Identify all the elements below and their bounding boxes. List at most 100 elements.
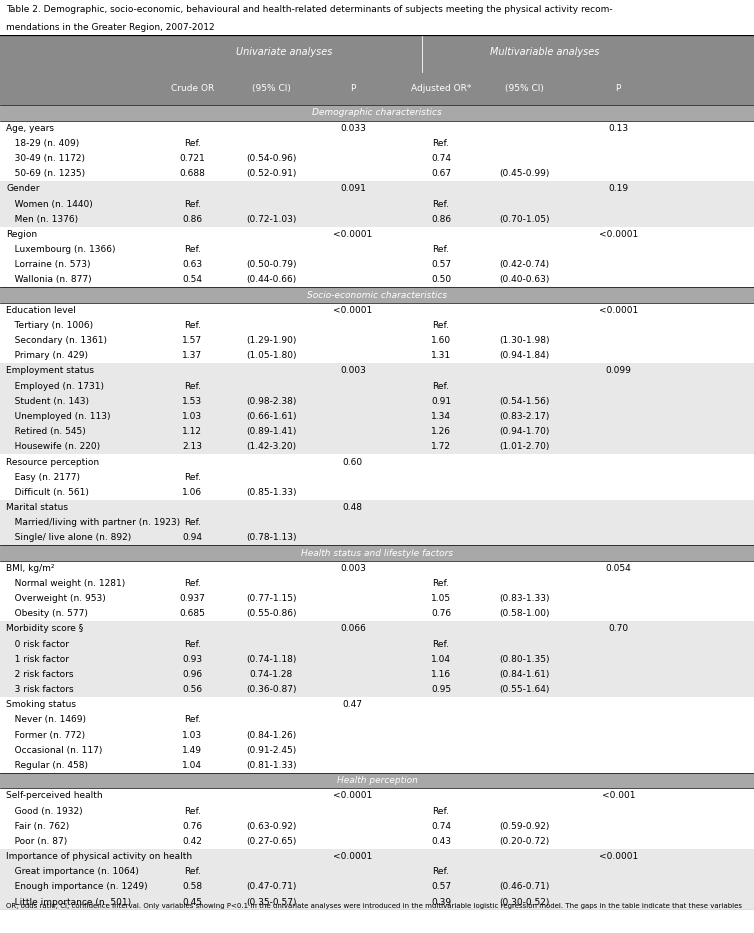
- Text: 0.066: 0.066: [340, 624, 366, 634]
- Text: 0.033: 0.033: [340, 124, 366, 132]
- Text: 0.003: 0.003: [340, 367, 366, 375]
- Bar: [0, 788, 754, 803]
- Text: 0.688: 0.688: [179, 169, 205, 178]
- Bar: [0, 803, 754, 818]
- Text: Smoking status: Smoking status: [6, 701, 76, 709]
- Text: Crude OR: Crude OR: [170, 84, 214, 93]
- Text: (0.55-0.86): (0.55-0.86): [247, 609, 296, 619]
- Bar: [0, 485, 754, 500]
- Text: Ref.: Ref.: [184, 806, 201, 815]
- Bar: [0, 318, 754, 333]
- Text: Univariate analyses: Univariate analyses: [236, 47, 332, 57]
- Bar: [0, 151, 754, 166]
- Text: 0.54: 0.54: [182, 275, 202, 285]
- Text: Education level: Education level: [6, 306, 76, 314]
- Text: Ref.: Ref.: [184, 139, 201, 147]
- Text: (0.63-0.92): (0.63-0.92): [247, 822, 296, 830]
- Text: (0.54-1.56): (0.54-1.56): [499, 397, 549, 406]
- Bar: [0, 105, 754, 120]
- Text: 0.70: 0.70: [608, 624, 628, 634]
- Bar: [0, 348, 754, 363]
- Text: (0.77-1.15): (0.77-1.15): [247, 594, 296, 603]
- Text: Secondary (n. 1361): Secondary (n. 1361): [6, 336, 107, 345]
- Text: <0.0001: <0.0001: [599, 852, 638, 861]
- Text: 1.72: 1.72: [431, 442, 451, 452]
- Text: Adjusted OR*: Adjusted OR*: [411, 84, 471, 93]
- Text: Self-perceived health: Self-perceived health: [6, 791, 103, 801]
- Text: Regular (n. 458): Regular (n. 458): [6, 761, 88, 770]
- Text: 0.60: 0.60: [343, 457, 363, 466]
- Bar: [0, 773, 754, 788]
- Text: (0.83-1.33): (0.83-1.33): [499, 594, 549, 603]
- Bar: [0, 197, 754, 212]
- Bar: [0, 682, 754, 697]
- Text: (0.72-1.03): (0.72-1.03): [247, 215, 296, 224]
- Text: (0.85-1.33): (0.85-1.33): [247, 488, 296, 497]
- Bar: [0, 439, 754, 454]
- Bar: [0, 758, 754, 773]
- Text: 0.685: 0.685: [179, 609, 205, 619]
- Text: 1.49: 1.49: [182, 745, 202, 755]
- Text: Obesity (n. 577): Obesity (n. 577): [6, 609, 88, 619]
- Text: <0.0001: <0.0001: [333, 230, 372, 239]
- Text: 30-49 (n. 1172): 30-49 (n. 1172): [6, 154, 85, 163]
- Bar: [0, 333, 754, 348]
- Text: 0.96: 0.96: [182, 670, 202, 679]
- Text: Demographic characteristics: Demographic characteristics: [312, 108, 442, 118]
- Text: Student (n. 143): Student (n. 143): [6, 397, 89, 406]
- Text: Importance of physical activity on health: Importance of physical activity on healt…: [6, 852, 192, 861]
- Bar: [0, 895, 754, 910]
- Text: Ref.: Ref.: [433, 139, 449, 147]
- Text: (0.94-1.84): (0.94-1.84): [499, 352, 549, 360]
- Text: Ref.: Ref.: [184, 321, 201, 330]
- Text: Difficult (n. 561): Difficult (n. 561): [6, 488, 89, 497]
- Text: 0.45: 0.45: [182, 898, 202, 907]
- Text: 0.76: 0.76: [431, 609, 451, 619]
- Text: (0.44-0.66): (0.44-0.66): [247, 275, 296, 285]
- Text: 1.04: 1.04: [431, 655, 451, 663]
- Bar: [0, 469, 754, 485]
- Text: Ref.: Ref.: [433, 868, 449, 876]
- Text: (1.42-3.20): (1.42-3.20): [247, 442, 296, 452]
- Text: (0.66-1.61): (0.66-1.61): [247, 412, 296, 421]
- Text: Easy (n. 2177): Easy (n. 2177): [6, 473, 80, 481]
- Text: 1.16: 1.16: [431, 670, 451, 679]
- Text: 0.57: 0.57: [431, 260, 451, 270]
- Text: (1.05-1.80): (1.05-1.80): [247, 352, 296, 360]
- Text: Health status and lifestyle factors: Health status and lifestyle factors: [301, 549, 453, 558]
- Text: 0.937: 0.937: [179, 594, 205, 603]
- Text: OR, odds ratio; CI, confidence interval. Only variables showing P<0.1 in the uni: OR, odds ratio; CI, confidence interval.…: [6, 903, 742, 909]
- Text: (0.94-1.70): (0.94-1.70): [499, 427, 549, 436]
- Text: 0.50: 0.50: [431, 275, 451, 285]
- Bar: [0, 379, 754, 394]
- Text: Women (n. 1440): Women (n. 1440): [6, 200, 93, 209]
- Text: Married/living with partner (n. 1923): Married/living with partner (n. 1923): [6, 518, 180, 527]
- Bar: [0, 181, 754, 197]
- Text: Luxembourg (n. 1366): Luxembourg (n. 1366): [6, 245, 115, 254]
- Bar: [0, 166, 754, 181]
- Bar: [0, 135, 754, 151]
- Text: (0.46-0.71): (0.46-0.71): [499, 883, 549, 891]
- Text: (0.27-0.65): (0.27-0.65): [247, 837, 296, 846]
- Text: (0.50-0.79): (0.50-0.79): [247, 260, 296, 270]
- Bar: [0, 621, 754, 636]
- Text: 0.56: 0.56: [182, 685, 202, 694]
- Text: (0.59-0.92): (0.59-0.92): [499, 822, 549, 830]
- Bar: [0, 879, 754, 895]
- Text: (0.36-0.87): (0.36-0.87): [247, 685, 296, 694]
- Bar: [0, 409, 754, 425]
- Text: (95% CI): (95% CI): [252, 84, 291, 93]
- Text: (0.83-2.17): (0.83-2.17): [499, 412, 549, 421]
- Text: Ref.: Ref.: [184, 640, 201, 648]
- Text: 0.19: 0.19: [608, 185, 628, 193]
- Bar: [0, 258, 754, 272]
- Text: (0.84-1.26): (0.84-1.26): [247, 731, 296, 740]
- Text: Unemployed (n. 113): Unemployed (n. 113): [6, 412, 111, 421]
- Text: (0.84-1.61): (0.84-1.61): [499, 670, 549, 679]
- Bar: [0, 834, 754, 849]
- Text: 1.34: 1.34: [431, 412, 451, 421]
- Bar: [0, 697, 754, 713]
- Text: Ref.: Ref.: [184, 716, 201, 725]
- Bar: [0, 242, 754, 258]
- Text: (1.29-1.90): (1.29-1.90): [247, 336, 296, 345]
